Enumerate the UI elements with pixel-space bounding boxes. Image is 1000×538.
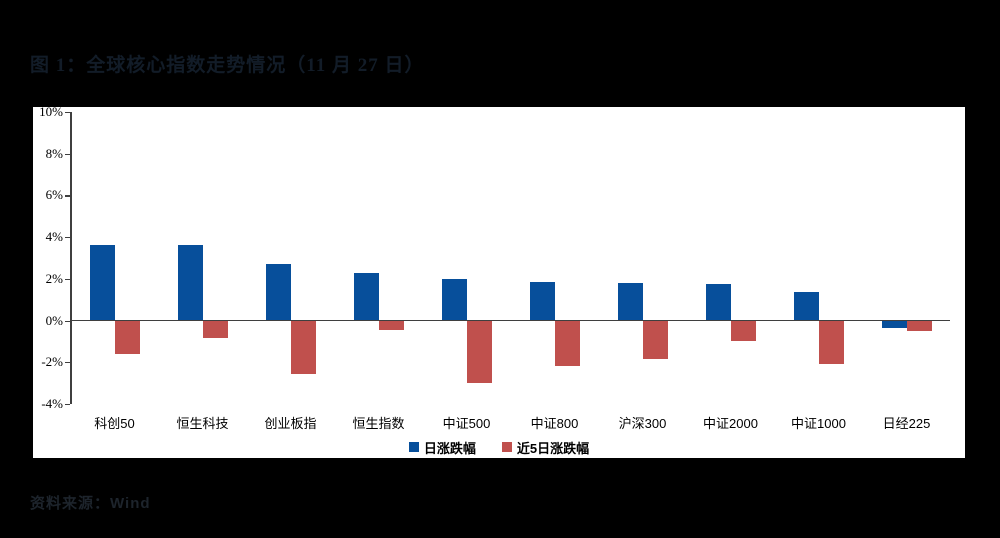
y-axis-tick [65,404,70,406]
y-axis-tick [65,320,70,322]
y-axis-tick-label: 10% [39,104,63,119]
chart-panel: 10% 8% 6% 4% 2% 0% -2% -4% 科创50 恒生科技 创业板指 恒生指数 中证500… [33,104,965,458]
y-axis-tick [65,362,70,364]
x-axis-category-label: 中证1000 [791,416,846,431]
legend-label-5day: 近5日涨跌幅 [516,440,590,456]
bar-5day-change [554,320,580,367]
x-axis-category-label: 中证800 [530,416,579,431]
legend: 日涨跌幅 近5日涨跌幅 [33,438,965,457]
y-axis-tick [65,195,70,197]
y-axis-tick-label: -4% [41,396,63,411]
legend-swatch-5day-icon [501,442,512,452]
legend-item-day: 日涨跌幅 [408,438,476,457]
bar-day-change [793,292,819,321]
y-axis-tick-label: 6% [45,187,63,203]
y-axis-tick-label: -2% [41,354,63,370]
legend-item-5day: 近5日涨跌幅 [501,438,590,457]
bar-5day-change [378,320,404,330]
bar-5day-change [202,320,228,339]
bar-5day-change [114,320,140,354]
y-axis-tick-label: 4% [45,229,63,245]
figure-title: 图 1：全球核心指数走势情况（11 月 27 日） [30,55,425,76]
legend-swatch-day-icon [408,442,419,452]
y-axis-tick-label: 2% [45,270,63,286]
x-axis-category-label: 日经225 [882,416,931,431]
bar-5day-change [290,320,316,374]
bar-day-change [441,278,467,321]
y-axis-tick-label: 8% [45,145,63,161]
y-axis-tick [65,278,70,281]
x-axis-category-label: 中证2000 [703,416,758,431]
bar-5day-change [818,320,844,365]
y-axis-tick [65,112,70,114]
source-note: 资料来源：Wind [30,495,151,512]
x-axis-category-label: 恒生科技 [176,416,229,431]
x-axis-category-label: 沪深300 [618,416,667,431]
bar-5day-change [906,320,932,331]
legend-label-day: 日涨跌幅 [423,440,476,456]
bar-day-change [881,320,907,328]
bar-day-change [89,245,115,321]
bar-day-change [617,283,643,321]
y-axis-line [70,112,72,404]
bar-day-change [177,245,203,321]
bar-5day-change [466,320,492,384]
y-axis-tick [65,153,70,155]
x-axis-category-label: 中证500 [442,416,491,431]
bar-day-change [705,284,731,321]
y-axis-tick [65,237,70,239]
x-axis-category-label: 恒生指数 [352,416,405,431]
bar-5day-change [730,320,756,342]
y-axis-tick-label: 0% [45,312,63,328]
bar-day-change [529,281,555,321]
bar-day-change [353,272,379,321]
x-axis-category-label: 科创50 [94,416,135,431]
zero-line [70,319,950,322]
bar-5day-change [642,320,668,360]
x-axis-category-label: 创业板指 [264,416,317,431]
bar-day-change [265,264,291,321]
plot-area: 10% 8% 6% 4% 2% 0% -2% -4% 科创50 恒生科技 创业板指 恒生指数 中证500… [33,104,965,458]
